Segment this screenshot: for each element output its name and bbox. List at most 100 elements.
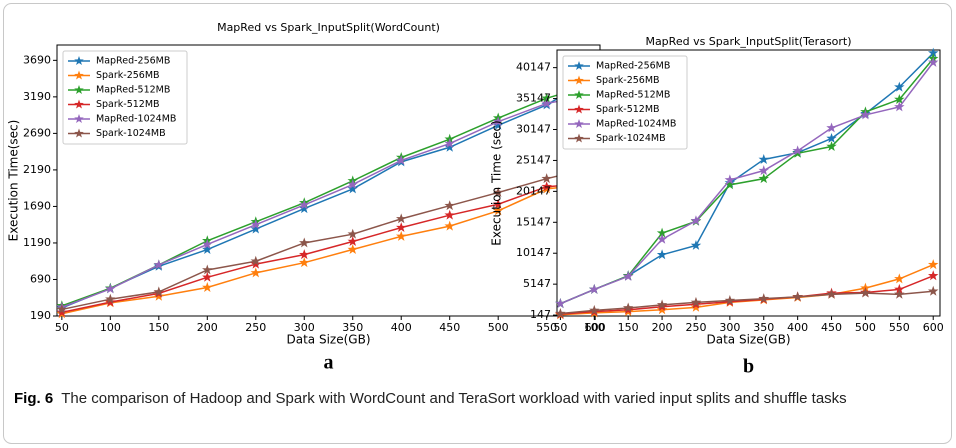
legend-label: MapRed-256MB <box>596 61 670 72</box>
y-tick-label: 35147 <box>516 92 551 105</box>
x-tick-label: 350 <box>342 321 363 334</box>
data-point <box>541 92 552 103</box>
y-axis-label: Execution Time (sec) <box>490 120 504 245</box>
x-axis-label: Data Size(GB) <box>287 333 371 347</box>
y-tick-label: 10147 <box>516 246 551 259</box>
data-point <box>927 259 939 270</box>
data-point <box>299 257 310 268</box>
y-tick-label: 20147 <box>516 184 551 197</box>
data-point <box>395 154 407 165</box>
x-tick-label: 250 <box>685 321 706 334</box>
data-point <box>758 173 769 184</box>
data-point <box>492 116 504 127</box>
data-point <box>347 179 358 189</box>
data-point <box>541 181 552 192</box>
legend-marker <box>574 90 584 100</box>
legend-marker <box>74 114 84 124</box>
y-tick-label: 1690 <box>23 199 51 212</box>
data-point <box>153 290 165 301</box>
y-tick-label: 5147 <box>523 277 551 290</box>
data-point <box>444 138 455 149</box>
data-point <box>492 205 504 216</box>
legend-marker <box>574 61 584 71</box>
legend-marker <box>574 119 584 129</box>
series-line <box>61 93 596 308</box>
data-point <box>690 239 702 250</box>
x-tick-label: 600 <box>923 321 944 334</box>
legend-marker <box>74 128 84 138</box>
data-point <box>690 301 702 312</box>
data-point <box>656 299 668 310</box>
data-point <box>299 203 310 214</box>
legend-label: Spark-1024MB <box>96 128 166 139</box>
data-point <box>444 200 455 211</box>
data-point <box>153 259 165 270</box>
y-tick-label: 40147 <box>516 61 551 74</box>
data-point <box>894 273 905 284</box>
data-point <box>894 93 905 104</box>
data-point <box>492 198 504 209</box>
data-point <box>690 296 702 307</box>
legend-marker <box>74 99 84 109</box>
data-point <box>105 283 116 294</box>
y-axis-label: Execution Time(sec) <box>7 120 21 242</box>
data-point <box>250 258 262 269</box>
data-point <box>656 227 668 238</box>
data-point <box>347 244 358 254</box>
x-tick-label: 450 <box>439 321 460 334</box>
data-point <box>105 296 116 307</box>
data-point <box>589 304 600 315</box>
data-point <box>860 287 871 298</box>
series-line <box>560 61 934 305</box>
x-tick-label: 300 <box>294 321 315 334</box>
panel-label: b <box>743 356 754 378</box>
data-point <box>347 228 358 239</box>
caption-label: Fig. 6 <box>14 390 54 407</box>
x-tick-label: 150 <box>618 321 639 334</box>
data-point <box>894 81 905 92</box>
data-point <box>656 233 668 244</box>
data-point <box>690 215 702 226</box>
data-point <box>894 288 905 299</box>
legend-label: MapRed-512MB <box>96 85 170 96</box>
series-line <box>61 183 596 315</box>
series-line <box>560 290 934 315</box>
data-point <box>202 244 213 254</box>
data-point <box>724 295 736 305</box>
figure-frame <box>3 3 952 444</box>
legend-label: Spark-256MB <box>596 75 660 86</box>
y-tick-label: 2190 <box>23 163 51 176</box>
data-point <box>555 298 566 309</box>
legend-frame <box>62 50 188 145</box>
data-point <box>347 235 358 246</box>
x-tick-label: 100 <box>584 321 605 334</box>
data-point <box>153 286 165 297</box>
y-tick-label: 190 <box>30 309 51 322</box>
series-line <box>61 166 596 311</box>
data-point <box>792 145 803 156</box>
data-point <box>395 213 407 224</box>
data-point <box>894 101 905 112</box>
data-point <box>826 141 837 151</box>
data-point <box>56 303 68 314</box>
data-point <box>347 183 358 194</box>
panel-label: a <box>324 352 334 374</box>
data-point <box>826 122 837 133</box>
data-point <box>250 223 262 234</box>
data-point <box>250 219 262 230</box>
data-point <box>492 119 504 130</box>
x-tick-label: 550 <box>536 321 557 334</box>
legend-marker <box>574 75 584 85</box>
series-line <box>61 182 596 314</box>
legend-marker <box>74 70 84 80</box>
data-point <box>105 293 116 304</box>
data-point <box>444 209 455 220</box>
y-tick-label: 690 <box>30 272 51 285</box>
legend-label: Spark-512MB <box>596 104 660 115</box>
data-point <box>202 282 213 292</box>
x-tick-label: 250 <box>245 321 266 334</box>
legend-frame <box>562 55 688 150</box>
series-line <box>560 275 934 315</box>
legend-label: MapRed-256MB <box>96 56 170 67</box>
